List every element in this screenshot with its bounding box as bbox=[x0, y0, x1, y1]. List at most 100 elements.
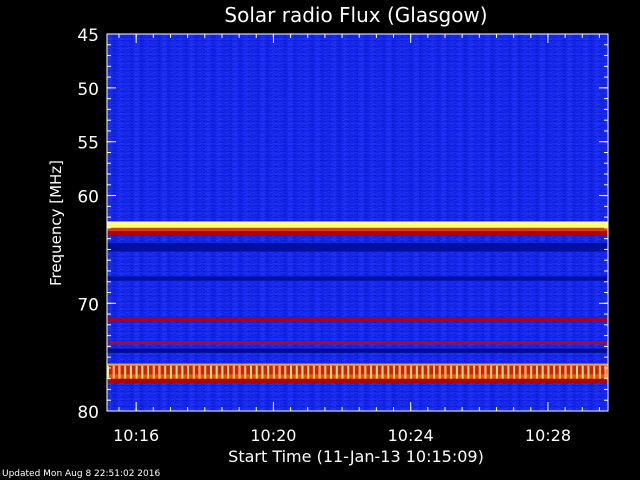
pulse-mark-60 bbox=[450, 365, 453, 379]
pulse-mark-57 bbox=[432, 365, 435, 379]
pulse-mark-49 bbox=[387, 365, 390, 379]
frequency-band-5 bbox=[107, 317, 608, 322]
pulse-mark-70 bbox=[507, 365, 510, 379]
pulse-mark-39 bbox=[330, 365, 333, 379]
pulse-mark-24 bbox=[244, 365, 247, 379]
pulse-mark-87 bbox=[604, 365, 607, 379]
pulse-mark-17 bbox=[204, 365, 207, 379]
pulse-mark-77 bbox=[547, 365, 550, 379]
frequency-band-1 bbox=[107, 227, 608, 232]
frequency-band-2 bbox=[107, 231, 608, 236]
pulse-mark-79 bbox=[558, 365, 561, 379]
pulse-mark-69 bbox=[501, 365, 504, 379]
pulse-mark-56 bbox=[427, 365, 430, 379]
pulse-mark-8 bbox=[152, 365, 155, 379]
pulse-mark-35 bbox=[307, 365, 310, 379]
x-axis-label: Start Time (11-Jan-13 10:15:09) bbox=[228, 447, 484, 466]
pulse-mark-15 bbox=[192, 365, 195, 379]
pulse-mark-72 bbox=[518, 365, 521, 379]
x-tick-label: 10:24 bbox=[388, 426, 434, 445]
pulse-mark-22 bbox=[232, 365, 235, 379]
pulse-mark-7 bbox=[147, 365, 150, 379]
pulse-mark-47 bbox=[375, 365, 378, 379]
plot-area: 45 50 55 60 70 80 10:16 10:20 10:24 10:28 bbox=[77, 26, 609, 445]
pulse-mark-71 bbox=[513, 365, 516, 379]
pulse-mark-59 bbox=[444, 365, 447, 379]
pulse-mark-76 bbox=[541, 365, 544, 379]
pulse-mark-48 bbox=[381, 365, 384, 379]
pulse-mark-52 bbox=[404, 365, 407, 379]
pulse-mark-29 bbox=[272, 365, 275, 379]
pulse-mark-86 bbox=[598, 365, 601, 379]
pulse-mark-82 bbox=[575, 365, 578, 379]
pulse-mark-46 bbox=[370, 365, 373, 379]
pulse-mark-37 bbox=[318, 365, 321, 379]
frequency-band-11 bbox=[107, 378, 608, 383]
pulse-mark-44 bbox=[358, 365, 361, 379]
pulse-mark-41 bbox=[341, 365, 344, 379]
pulse-mark-74 bbox=[530, 365, 533, 379]
updated-timestamp: Updated Mon Aug 8 22:51:02 2016 bbox=[2, 469, 161, 479]
pulse-mark-38 bbox=[324, 365, 327, 379]
pulse-mark-20 bbox=[221, 365, 224, 379]
pulse-mark-83 bbox=[581, 365, 584, 379]
pulse-mark-66 bbox=[484, 365, 487, 379]
frequency-band-3 bbox=[107, 242, 608, 252]
pulse-mark-4 bbox=[129, 365, 132, 379]
y-tick-label: 55 bbox=[77, 134, 99, 154]
pulse-mark-50 bbox=[392, 365, 395, 379]
pulse-mark-43 bbox=[352, 365, 355, 379]
pulse-mark-54 bbox=[415, 365, 418, 379]
pulse-mark-10 bbox=[164, 365, 167, 379]
chart-title: Solar radio Flux (Glasgow) bbox=[224, 3, 487, 27]
pulse-mark-19 bbox=[215, 365, 218, 379]
frequency-band-4 bbox=[107, 276, 608, 281]
pulse-mark-84 bbox=[587, 365, 590, 379]
plot-frame bbox=[106, 33, 609, 412]
pulse-mark-1 bbox=[112, 365, 115, 379]
pulse-mark-51 bbox=[398, 365, 401, 379]
pulse-mark-27 bbox=[261, 365, 264, 379]
y-tick-label: 70 bbox=[77, 295, 99, 315]
pulse-mark-61 bbox=[455, 365, 458, 379]
pulse-mark-30 bbox=[278, 365, 281, 379]
pulse-mark-45 bbox=[364, 365, 367, 379]
pulse-mark-67 bbox=[490, 365, 493, 379]
pulse-mark-16 bbox=[198, 365, 201, 379]
pulse-mark-5 bbox=[135, 365, 138, 379]
y-tick-label: 60 bbox=[77, 188, 99, 208]
pulse-mark-6 bbox=[141, 365, 144, 379]
pulse-mark-34 bbox=[301, 365, 304, 379]
frequency-band-0 bbox=[107, 221, 608, 228]
pulse-mark-28 bbox=[267, 365, 270, 379]
pulse-mark-40 bbox=[335, 365, 338, 379]
pulse-mark-11 bbox=[169, 365, 172, 379]
y-tick-label: 45 bbox=[77, 26, 99, 46]
y-tick-label: 50 bbox=[77, 80, 99, 100]
pulse-mark-81 bbox=[570, 365, 573, 379]
pulse-mark-80 bbox=[564, 365, 567, 379]
pulse-mark-78 bbox=[553, 365, 556, 379]
pulse-mark-62 bbox=[461, 365, 464, 379]
frequency-band-8 bbox=[107, 363, 608, 366]
pulse-mark-18 bbox=[209, 365, 212, 379]
pulse-mark-58 bbox=[438, 365, 441, 379]
pulse-mark-26 bbox=[255, 365, 258, 379]
pulse-mark-31 bbox=[284, 365, 287, 379]
frequency-band-7 bbox=[107, 348, 608, 353]
pulse-mark-73 bbox=[524, 365, 527, 379]
pulse-mark-33 bbox=[295, 365, 298, 379]
pulse-mark-85 bbox=[593, 365, 596, 379]
pulse-mark-53 bbox=[410, 365, 413, 379]
pulse-mark-3 bbox=[124, 365, 127, 379]
pulse-mark-32 bbox=[290, 365, 293, 379]
pulse-mark-13 bbox=[181, 365, 184, 379]
pulse-mark-64 bbox=[473, 365, 476, 379]
pulse-mark-23 bbox=[238, 365, 241, 379]
x-tick-label: 10:28 bbox=[525, 426, 571, 445]
pulse-mark-65 bbox=[478, 365, 481, 379]
pulse-mark-21 bbox=[227, 365, 230, 379]
frequency-band-9 bbox=[107, 365, 608, 375]
pulse-mark-75 bbox=[535, 365, 538, 379]
